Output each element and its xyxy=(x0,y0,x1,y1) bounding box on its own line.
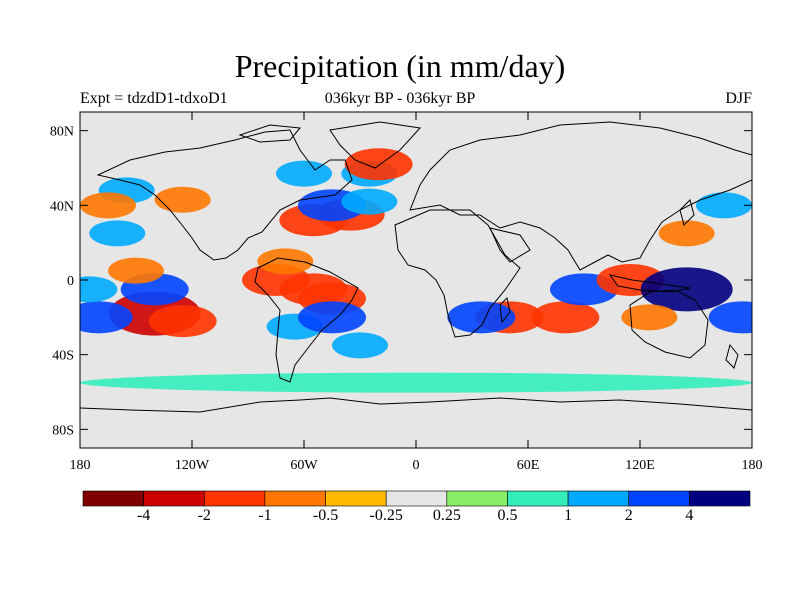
lon-tick-label: 180 xyxy=(742,458,763,473)
anomaly-region-22 xyxy=(89,220,146,247)
colorbar-swatch xyxy=(82,490,144,507)
anomaly-region-34 xyxy=(80,372,752,393)
colorbar-label: 2 xyxy=(624,507,633,524)
colorbar xyxy=(82,490,751,507)
anomaly-region-20 xyxy=(80,192,136,219)
colorbar-swatch xyxy=(628,490,690,507)
anomaly-region-18 xyxy=(344,148,413,181)
lon-tick-label: 60W xyxy=(290,458,318,473)
madagascar-coastline xyxy=(499,296,511,324)
anomaly-region-2 xyxy=(80,301,133,334)
lon-tick-label: 0 xyxy=(413,458,420,473)
anomaly-region-30 xyxy=(621,304,678,331)
season-label: DJF xyxy=(725,90,752,107)
eurasia-coastline xyxy=(409,121,752,271)
longitude-labels: 180 120W 60W 0 60E 120E 180 xyxy=(70,458,763,473)
anomaly-region-26 xyxy=(447,301,516,334)
lat-tick-label: 80S xyxy=(52,423,74,438)
antarctica-coastline xyxy=(80,397,752,413)
indonesia-coastline xyxy=(608,274,691,293)
greenland-coastline xyxy=(329,121,421,169)
colorbar-swatch xyxy=(446,490,508,507)
anomaly-region-32 xyxy=(658,220,715,247)
colorbar-swatch xyxy=(567,490,630,507)
australia-coastline xyxy=(629,289,709,359)
south-america-coastline xyxy=(254,257,359,383)
lat-tick-label: 0 xyxy=(67,274,74,289)
colorbar-swatch xyxy=(689,490,751,507)
lon-tick-label: 120E xyxy=(625,458,655,473)
anomaly-region-15 xyxy=(341,188,398,215)
lat-tick-label: 80N xyxy=(50,125,74,140)
anomaly-region-1 xyxy=(148,305,217,338)
colorbar-label: 4 xyxy=(685,507,694,524)
anomaly-region-5 xyxy=(108,257,164,284)
colorbar-swatch xyxy=(507,490,569,507)
anomaly-region-10 xyxy=(298,301,366,334)
colorbar-label: -2 xyxy=(197,507,211,524)
arctic-islands-coastline xyxy=(238,124,301,143)
colorbar-swatch xyxy=(203,490,266,507)
lon-tick-label: 120W xyxy=(175,458,210,473)
anomaly-region-25 xyxy=(531,301,600,334)
anomaly-region-3 xyxy=(80,276,118,303)
colorbar-label: -0.25 xyxy=(369,507,403,524)
arabia-coastline xyxy=(489,227,531,263)
africa-coastline xyxy=(394,209,521,338)
anomaly-region-33 xyxy=(696,192,752,219)
colorbar-label: -4 xyxy=(136,507,151,524)
anomaly-region-21 xyxy=(154,186,211,213)
north-america-coastline xyxy=(96,129,353,261)
anomaly-region-31 xyxy=(708,301,752,334)
colorbar-swatch xyxy=(143,490,205,507)
colorbar-label: -0.5 xyxy=(312,507,339,524)
colorbar-label: 0.5 xyxy=(497,507,518,524)
colorbar-label: 1 xyxy=(564,507,573,524)
coastline-layer xyxy=(80,121,752,413)
anomaly-region-11 xyxy=(257,248,314,275)
colorbar-label: 0.25 xyxy=(432,507,461,524)
colorbar-swatch xyxy=(325,490,387,507)
japan-coastline xyxy=(679,199,695,226)
lon-tick-label: 180 xyxy=(70,458,91,473)
anomaly-region-16 xyxy=(276,160,332,187)
new-zealand-coastline xyxy=(725,343,739,369)
experiment-label: Expt = tdzdD1-tdxoD1 xyxy=(80,90,228,107)
colorbar-swatch xyxy=(264,490,326,507)
plot-title: Precipitation (in mm/day) xyxy=(234,48,566,84)
time-range-label: 036kyr BP - 036kyr BP xyxy=(324,90,476,107)
latitude-labels: 80N 40N 0 40S 80S xyxy=(50,125,74,439)
anomaly-region-29 xyxy=(640,267,733,312)
colorbar-swatch xyxy=(385,490,448,507)
axis-ticks xyxy=(79,112,753,448)
colorbar-label: -1 xyxy=(258,507,272,524)
lat-tick-label: 40N xyxy=(50,199,74,214)
lon-tick-label: 60E xyxy=(517,458,540,473)
lat-tick-label: 40S xyxy=(52,349,74,364)
anomaly-region-23 xyxy=(332,332,388,359)
anomaly-field-layer xyxy=(80,148,752,393)
